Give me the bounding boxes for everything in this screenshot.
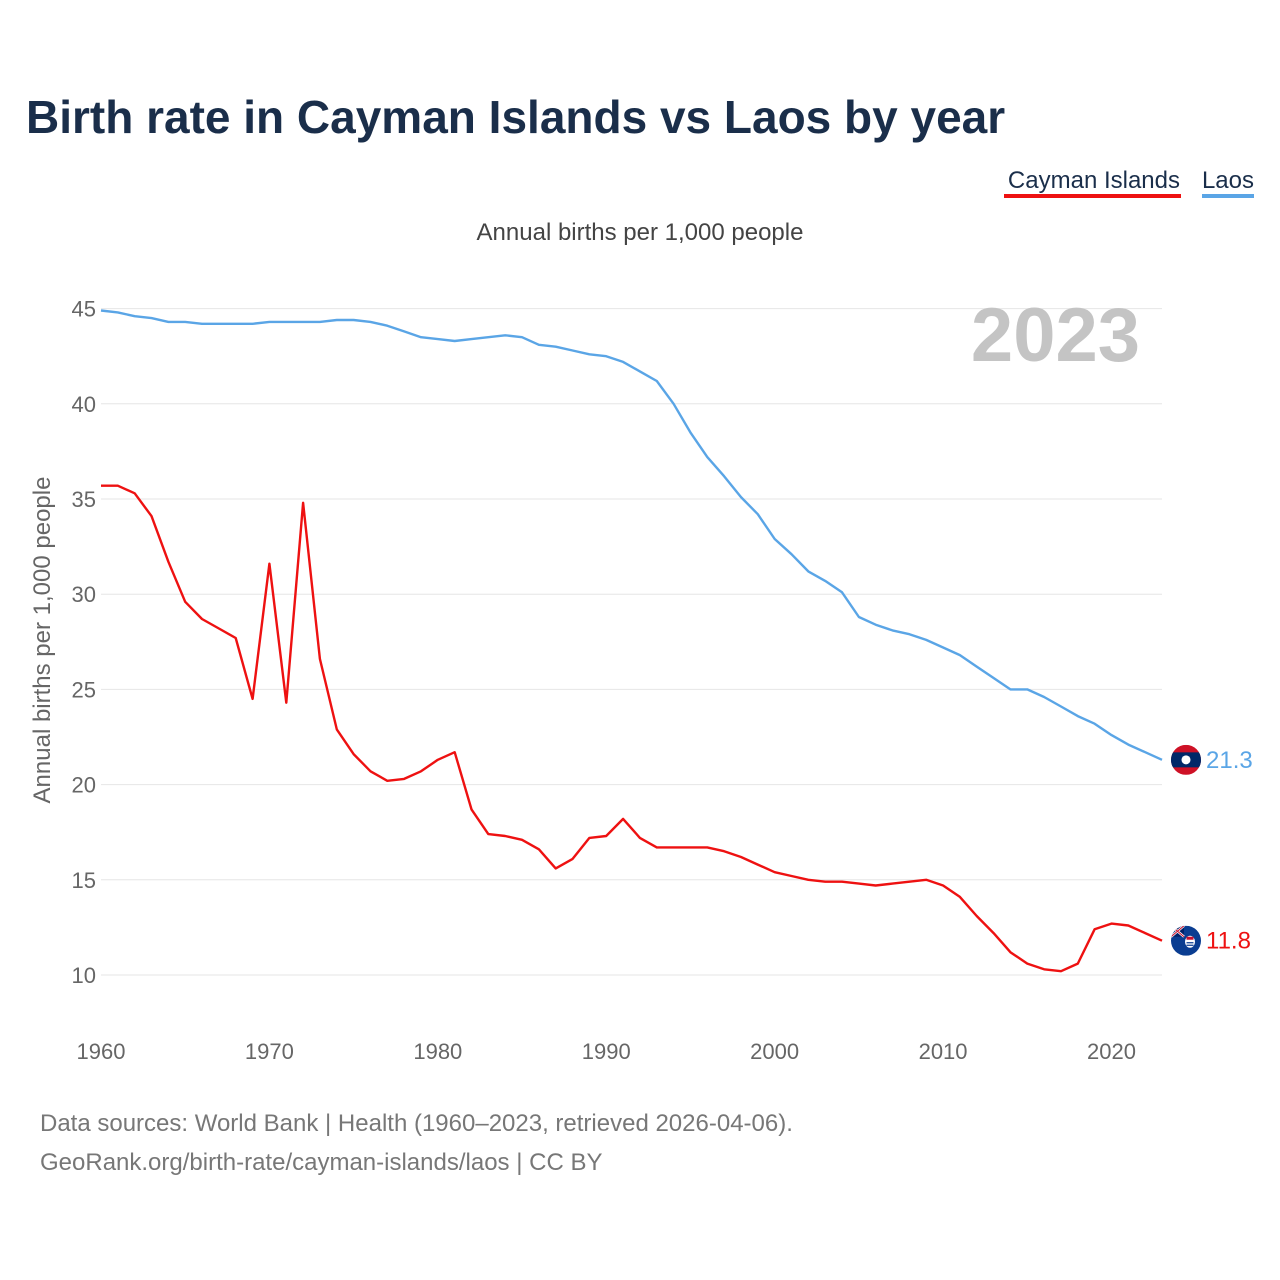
y-tick-label: 10 xyxy=(72,963,96,988)
x-axis-ticks: 1960 1970 1980 1990 2000 2010 2020 xyxy=(77,1039,1136,1064)
source-line-2[interactable]: GeoRank.org/birth-rate/cayman-islands/la… xyxy=(40,1149,602,1176)
flag-body xyxy=(1171,925,1201,956)
laos-flag-icon xyxy=(1171,744,1201,775)
legend-item-laos[interactable]: Laos xyxy=(1202,167,1254,194)
x-tick-label: 1960 xyxy=(77,1039,126,1064)
y-axis-ticks: 10 15 20 25 30 35 40 45 xyxy=(72,297,96,988)
current-year-label: 2023 xyxy=(971,293,1140,378)
series-line-cayman-islands xyxy=(101,484,1163,973)
y-tick-label: 40 xyxy=(72,392,96,417)
chart-title: Birth rate in Cayman Islands vs Laos by … xyxy=(26,91,1005,143)
grid xyxy=(101,308,1162,976)
x-tick-label: 2000 xyxy=(750,1039,799,1064)
y-tick-label: 30 xyxy=(72,582,96,607)
y-tick-label: 25 xyxy=(72,677,96,702)
y-tick-label: 45 xyxy=(72,297,96,322)
y-tick-label: 35 xyxy=(72,487,96,512)
legend-swatch-laos xyxy=(1202,194,1254,198)
end-markers: 11.8 21.3 xyxy=(1171,744,1253,956)
y-tick-label: 20 xyxy=(72,773,96,798)
series-line-laos xyxy=(100,309,1163,761)
end-value-label-laos: 21.3 xyxy=(1206,747,1253,774)
x-tick-label: 1990 xyxy=(582,1039,631,1064)
legend-item-cayman-islands[interactable]: Cayman Islands xyxy=(1008,167,1180,194)
flag-body xyxy=(1171,744,1201,775)
legend-swatch-cayman-islands xyxy=(1004,194,1181,198)
y-axis-label: Annual births per 1,000 people xyxy=(29,477,56,804)
cayman-islands-flag-icon xyxy=(1171,925,1201,956)
flag-saltire-4 xyxy=(1171,925,1185,938)
y-tick-label: 15 xyxy=(72,868,96,893)
end-value-label-cayman-islands: 11.8 xyxy=(1206,928,1251,955)
x-tick-label: 2020 xyxy=(1087,1039,1136,1064)
chart-subtitle: Annual births per 1,000 people xyxy=(477,219,804,246)
source-line-1: Data sources: World Bank | Health (1960–… xyxy=(40,1110,793,1137)
x-tick-label: 1980 xyxy=(413,1039,462,1064)
legend: Cayman Islands Laos xyxy=(1004,167,1254,198)
x-tick-label: 2010 xyxy=(919,1039,968,1064)
flag-disc xyxy=(1181,755,1191,765)
x-tick-label: 1970 xyxy=(245,1039,294,1064)
flag-shield-chief xyxy=(1186,936,1194,940)
series-lines xyxy=(100,309,1163,973)
flag-shield-waves xyxy=(1186,942,1194,946)
